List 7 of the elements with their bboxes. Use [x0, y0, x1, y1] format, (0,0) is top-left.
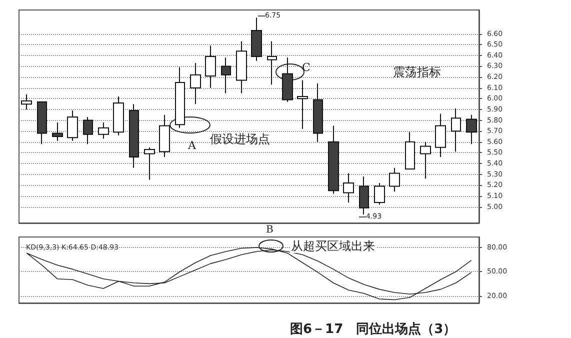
caption: 图6－17 同位出场点（3） — [290, 321, 456, 337]
annotation: 从超买区域出来 — [291, 239, 375, 253]
annotation: 震荡指标 — [393, 65, 441, 79]
annotation: 假设进场点 — [210, 132, 270, 146]
text: B — [266, 224, 274, 236]
annotation: C — [302, 61, 310, 74]
annotation: A — [187, 139, 197, 152]
